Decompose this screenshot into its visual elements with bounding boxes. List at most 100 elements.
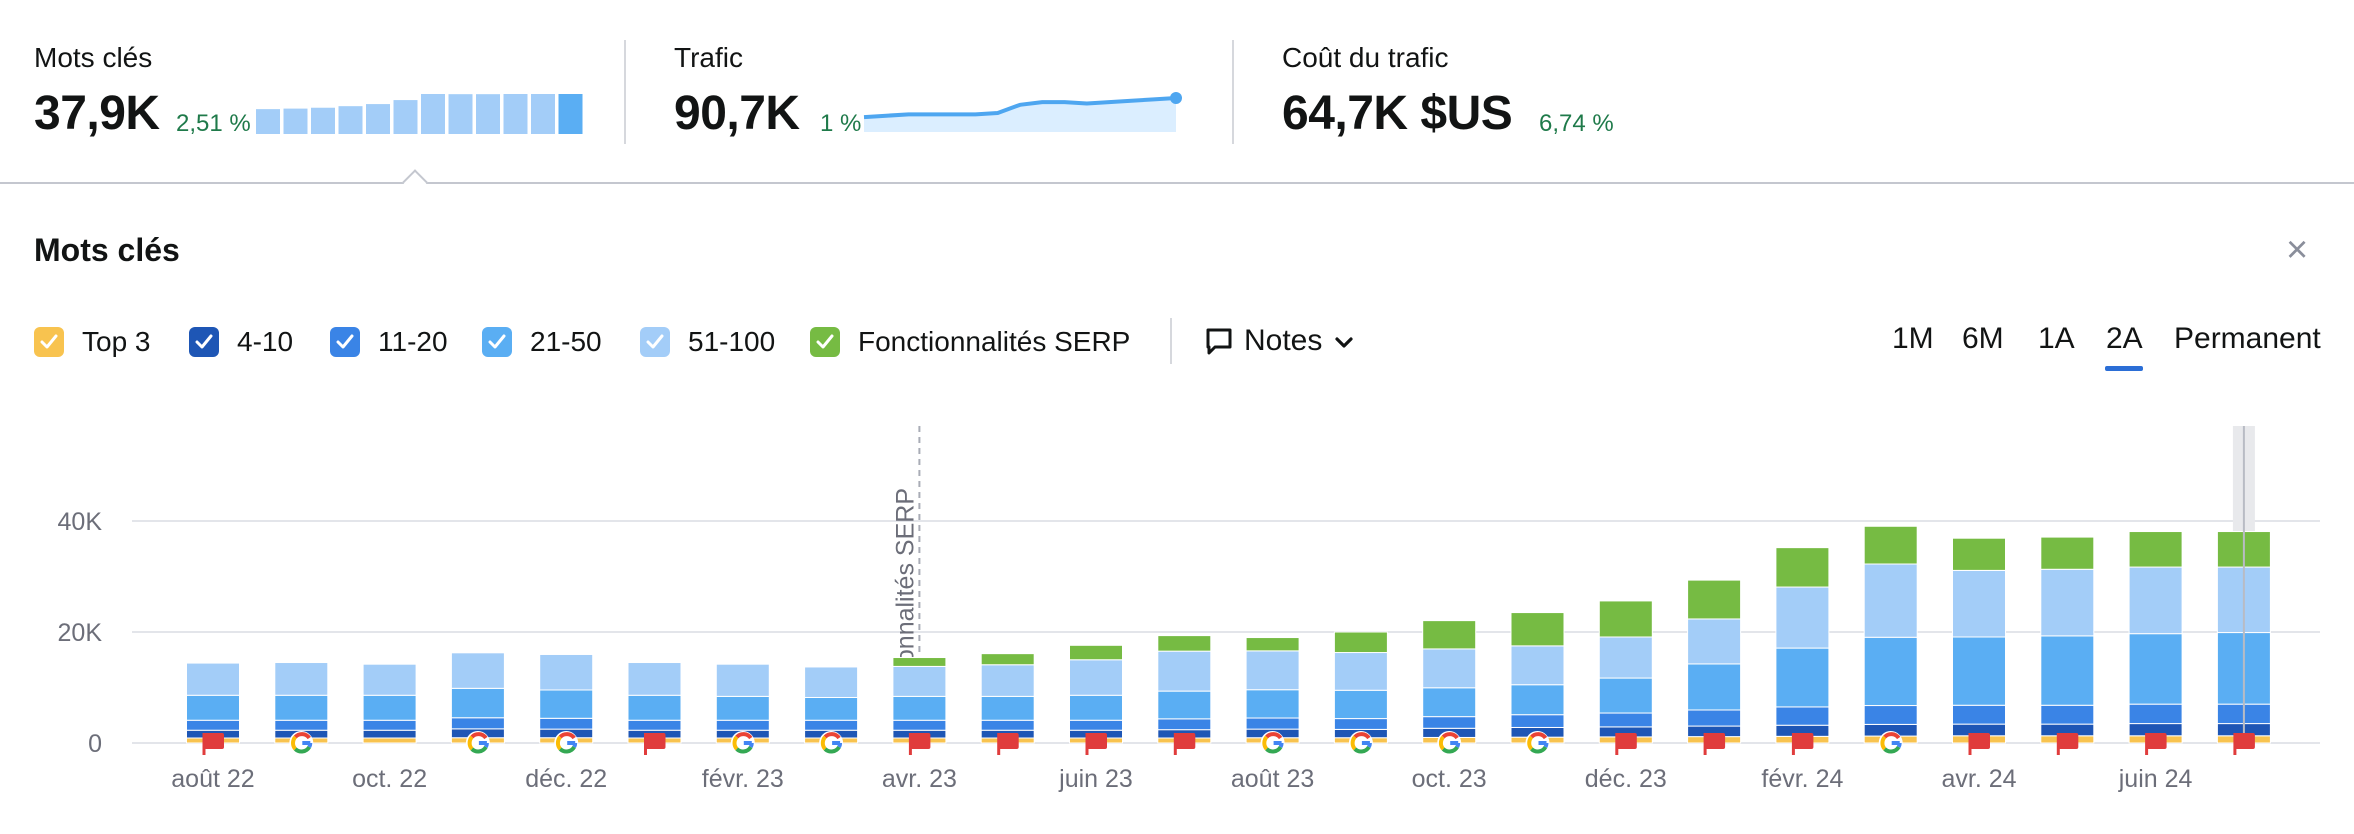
bar-segment[interactable] bbox=[980, 653, 1035, 666]
bar-segment[interactable] bbox=[274, 694, 329, 721]
flag-icon[interactable] bbox=[644, 733, 666, 755]
bar-segment[interactable] bbox=[1422, 687, 1477, 718]
bar-segment[interactable] bbox=[1422, 620, 1477, 650]
bar-segment[interactable] bbox=[804, 666, 859, 698]
bar-segment[interactable] bbox=[980, 719, 1035, 731]
bar-segment[interactable] bbox=[2040, 635, 2095, 706]
bar-segment[interactable] bbox=[1775, 586, 1830, 649]
checkbox-checked-icon[interactable] bbox=[330, 327, 360, 357]
bar-segment[interactable] bbox=[1863, 563, 1918, 638]
bar-segment[interactable] bbox=[1333, 652, 1388, 691]
bar-segment[interactable] bbox=[2040, 536, 2095, 570]
close-icon[interactable]: × bbox=[2286, 229, 2309, 271]
bar-segment[interactable] bbox=[980, 695, 1035, 721]
flag-icon[interactable] bbox=[1173, 733, 1196, 755]
google-icon[interactable] bbox=[819, 731, 844, 755]
bar-segment[interactable] bbox=[1069, 694, 1123, 721]
google-icon[interactable] bbox=[1348, 731, 1373, 755]
bar-segment[interactable] bbox=[1157, 718, 1212, 731]
bar-segment[interactable] bbox=[1952, 704, 2006, 725]
bar-segment[interactable] bbox=[1245, 717, 1300, 730]
bar-segment[interactable] bbox=[892, 695, 947, 721]
checkbox-checked-icon[interactable] bbox=[34, 327, 64, 357]
period-2a[interactable]: 2A bbox=[2106, 322, 2143, 355]
flag-icon[interactable] bbox=[2056, 733, 2079, 755]
bar-segment[interactable] bbox=[1863, 636, 1918, 707]
flag-icon[interactable] bbox=[1615, 733, 1637, 755]
metric-keywords[interactable]: Mots clés 37,9K 2,51 % bbox=[34, 0, 594, 184]
bar-segment[interactable] bbox=[186, 719, 240, 731]
flag-icon[interactable] bbox=[1968, 733, 1990, 755]
bar-segment[interactable] bbox=[892, 719, 947, 731]
checkbox-checked-icon[interactable] bbox=[189, 327, 219, 357]
bar-segment[interactable] bbox=[1775, 547, 1830, 588]
bar-segment[interactable] bbox=[2128, 566, 2183, 635]
bar-segment[interactable] bbox=[2128, 531, 2183, 568]
bar-segment[interactable] bbox=[715, 663, 770, 697]
checkbox-checked-icon[interactable] bbox=[640, 327, 670, 357]
bar-segment[interactable] bbox=[1333, 689, 1388, 720]
bar-segment[interactable] bbox=[362, 719, 417, 731]
metric-traffic[interactable]: Trafic 90,7K 1 % bbox=[674, 0, 1194, 184]
bar-segment[interactable] bbox=[1245, 689, 1300, 719]
bar-segment[interactable] bbox=[1157, 635, 1212, 652]
bar-segment[interactable] bbox=[1510, 612, 1565, 647]
bar-segment[interactable] bbox=[1510, 645, 1565, 686]
bar-segment[interactable] bbox=[1333, 631, 1388, 654]
bar-segment[interactable] bbox=[1775, 647, 1830, 708]
bar-segment[interactable] bbox=[1157, 690, 1212, 720]
bar-segment[interactable] bbox=[186, 694, 240, 721]
bar-segment[interactable] bbox=[1598, 677, 1653, 714]
bar-segment[interactable] bbox=[274, 719, 329, 731]
bar-segment[interactable] bbox=[1510, 714, 1565, 728]
flag-icon[interactable] bbox=[908, 733, 931, 755]
bar-segment[interactable] bbox=[186, 662, 240, 696]
bar-segment[interactable] bbox=[1863, 705, 1918, 725]
bar-segment[interactable] bbox=[1069, 644, 1123, 661]
bar-segment[interactable] bbox=[1598, 712, 1653, 728]
bar-segment[interactable] bbox=[1598, 636, 1653, 679]
bar-segment[interactable] bbox=[1510, 684, 1565, 716]
bar-segment[interactable] bbox=[1687, 709, 1742, 727]
bar-segment[interactable] bbox=[2128, 703, 2183, 725]
bar-segment[interactable] bbox=[1687, 618, 1742, 665]
bar-segment[interactable] bbox=[1598, 600, 1653, 638]
google-icon[interactable] bbox=[465, 731, 490, 755]
bar-segment[interactable] bbox=[1245, 637, 1300, 652]
google-icon[interactable] bbox=[554, 731, 579, 755]
bar-segment[interactable] bbox=[2040, 704, 2095, 725]
bar-segment[interactable] bbox=[804, 696, 859, 721]
bar-segment[interactable] bbox=[715, 719, 770, 731]
google-icon[interactable] bbox=[1260, 731, 1285, 755]
bar-segment[interactable] bbox=[1952, 537, 2006, 571]
bar-segment[interactable] bbox=[2040, 568, 2095, 637]
metric-traffic-cost[interactable]: Coût du trafic 64,7K $US 6,74 % bbox=[1282, 0, 1802, 184]
bar-segment[interactable] bbox=[627, 662, 682, 696]
bar-segment[interactable] bbox=[2128, 633, 2183, 705]
flag-icon[interactable] bbox=[997, 733, 1019, 755]
bar-segment[interactable] bbox=[450, 717, 505, 730]
bar-segment[interactable] bbox=[1863, 525, 1918, 565]
period-6m[interactable]: 6M bbox=[1962, 322, 2004, 355]
google-icon[interactable] bbox=[1878, 731, 1903, 755]
bar-segment[interactable] bbox=[627, 719, 682, 731]
bar-segment[interactable] bbox=[362, 694, 417, 721]
bar-segment[interactable] bbox=[539, 689, 594, 719]
bar-segment[interactable] bbox=[362, 729, 417, 739]
period-1a[interactable]: 1A bbox=[2038, 322, 2075, 355]
google-icon[interactable] bbox=[1437, 731, 1462, 755]
bar-segment[interactable] bbox=[892, 665, 947, 697]
bar-segment[interactable] bbox=[450, 652, 505, 689]
bar-segment[interactable] bbox=[1245, 650, 1300, 691]
google-icon[interactable] bbox=[730, 731, 755, 755]
bar-segment[interactable] bbox=[1687, 579, 1742, 620]
bar-segment[interactable] bbox=[1952, 569, 2006, 638]
bar-segment[interactable] bbox=[1422, 716, 1477, 729]
period-1m[interactable]: 1M bbox=[1892, 322, 1934, 355]
bar-segment[interactable] bbox=[274, 662, 329, 696]
flag-icon[interactable] bbox=[1085, 733, 1107, 755]
flag-icon[interactable] bbox=[2233, 733, 2255, 755]
bar-segment[interactable] bbox=[1422, 648, 1477, 689]
google-icon[interactable] bbox=[1525, 731, 1550, 755]
flag-icon[interactable] bbox=[1703, 733, 1726, 755]
